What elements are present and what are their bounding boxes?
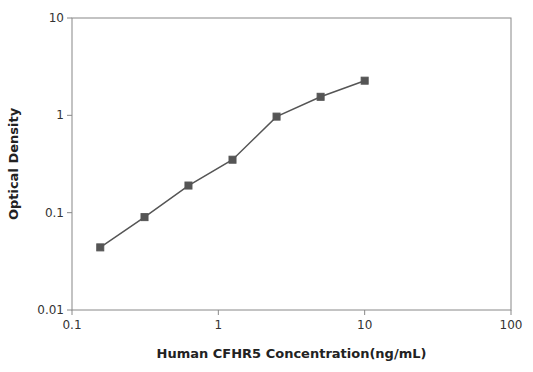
chart: 0.11101000.010.1110Human CFHR5 Concentra… — [0, 0, 533, 372]
x-tick — [511, 310, 512, 315]
plot-frame — [72, 18, 511, 310]
y-tick — [67, 18, 72, 19]
x-tick-label: 1 — [215, 318, 223, 332]
y-tick-label: 0.01 — [37, 303, 64, 317]
line — [100, 81, 364, 248]
y-tick — [67, 115, 72, 116]
x-tick — [72, 310, 73, 315]
x-tick-label: 10 — [357, 318, 372, 332]
marker — [273, 113, 280, 120]
y-tick — [67, 310, 72, 311]
chart-container: 0.11101000.010.1110Human CFHR5 Concentra… — [0, 0, 533, 372]
y-tick-label: 1 — [56, 108, 64, 122]
x-tick — [218, 310, 219, 315]
y-tick-label: 0.1 — [45, 206, 64, 220]
marker — [229, 156, 236, 163]
y-tick — [67, 212, 72, 213]
series — [97, 77, 368, 251]
x-tick — [364, 310, 365, 315]
background — [0, 0, 533, 372]
marker — [141, 214, 148, 221]
x-tick-label: 100 — [500, 318, 523, 332]
x-axis-label: Human CFHR5 Concentration(ng/mL) — [157, 346, 427, 361]
marker — [361, 77, 368, 84]
marker — [97, 244, 104, 251]
y-axis-label: Optical Density — [6, 107, 21, 220]
axes: 0.11101000.010.1110 — [37, 11, 522, 332]
marker — [185, 182, 192, 189]
marker — [317, 93, 324, 100]
y-tick-label: 10 — [49, 11, 64, 25]
x-tick-label: 0.1 — [62, 318, 81, 332]
